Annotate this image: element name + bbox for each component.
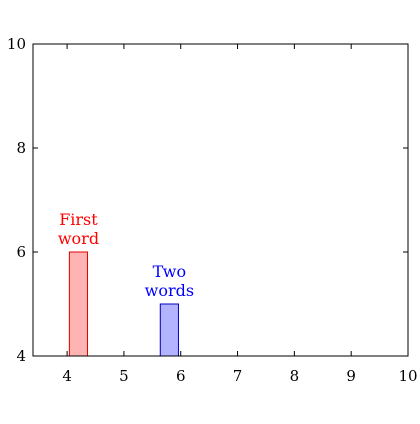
bar-1-label-line-2: word bbox=[58, 229, 99, 248]
bar-2-label-line-1: Two bbox=[153, 262, 186, 281]
x-tick-label-4: 4 bbox=[62, 367, 72, 385]
y-tick-label-8: 8 bbox=[16, 139, 26, 157]
bar-2-label-line-2: words bbox=[145, 281, 194, 300]
y-tick-label-4: 4 bbox=[16, 347, 26, 365]
axes-layer: 4 5 6 7 8 9 10 4 6 8 10 bbox=[7, 35, 418, 385]
bar-1 bbox=[68, 251, 89, 357]
x-tick-label-5: 5 bbox=[119, 367, 129, 385]
x-tick-label-6: 6 bbox=[176, 367, 186, 385]
x-tick-label-7: 7 bbox=[233, 367, 243, 385]
x-tick-label-8: 8 bbox=[290, 367, 300, 385]
bars-layer bbox=[68, 251, 179, 357]
bar-1-label-line-1: First bbox=[59, 210, 98, 229]
bar-2 bbox=[159, 303, 179, 357]
y-tick-label-6: 6 bbox=[16, 243, 26, 261]
plot-frame bbox=[32, 43, 409, 357]
x-tick-label-9: 9 bbox=[346, 367, 356, 385]
x-tick-label-10: 10 bbox=[398, 367, 417, 385]
y-tick-label-10: 10 bbox=[7, 35, 26, 53]
